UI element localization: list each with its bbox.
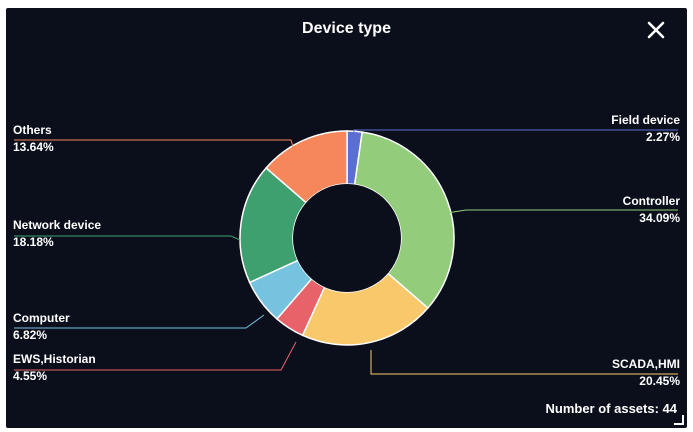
donut-hole (293, 184, 401, 292)
label-name: Field device (611, 113, 680, 127)
dialog-title: Device type (302, 20, 391, 37)
label-computer: Computer 6.82% (13, 310, 70, 344)
leader-line (353, 129, 678, 156)
label-value: 34.09% (639, 211, 680, 225)
label-name: EWS,Historian (13, 352, 96, 366)
label-value: 4.55% (13, 369, 48, 383)
label-scada-hmi: SCADA,HMI 20.45% (612, 356, 680, 390)
device-type-dialog: Device type Field device 2.27% Controlle… (6, 8, 687, 428)
label-value: 13.64% (13, 140, 54, 154)
label-value: 2.27% (645, 130, 680, 144)
leader-line (14, 314, 265, 329)
label-others: Others 13.64% (13, 122, 54, 156)
label-name: Computer (13, 311, 70, 325)
close-icon[interactable] (643, 17, 669, 43)
leader-line (14, 139, 299, 165)
label-name: Network device (13, 218, 102, 232)
leader-line (14, 235, 241, 241)
label-value: 18.18% (13, 235, 54, 249)
resize-handle[interactable] (674, 415, 684, 425)
label-field-device: Field device 2.27% (611, 112, 680, 146)
asset-count: Number of assets: 44 (545, 401, 678, 416)
leader-line (370, 350, 678, 375)
label-value: 6.82% (13, 328, 48, 342)
label-ews-historian: EWS,Historian 4.55% (13, 351, 96, 385)
leader-line (14, 341, 297, 371)
leader-line (446, 209, 678, 214)
label-name: Controller (622, 194, 680, 208)
label-network-device: Network device 18.18% (13, 217, 101, 251)
label-value: 20.45% (639, 374, 680, 388)
donut-chart (14, 129, 678, 375)
label-name: Others (13, 123, 52, 137)
label-name: SCADA,HMI (612, 357, 680, 371)
label-controller: Controller 34.09% (623, 193, 680, 227)
